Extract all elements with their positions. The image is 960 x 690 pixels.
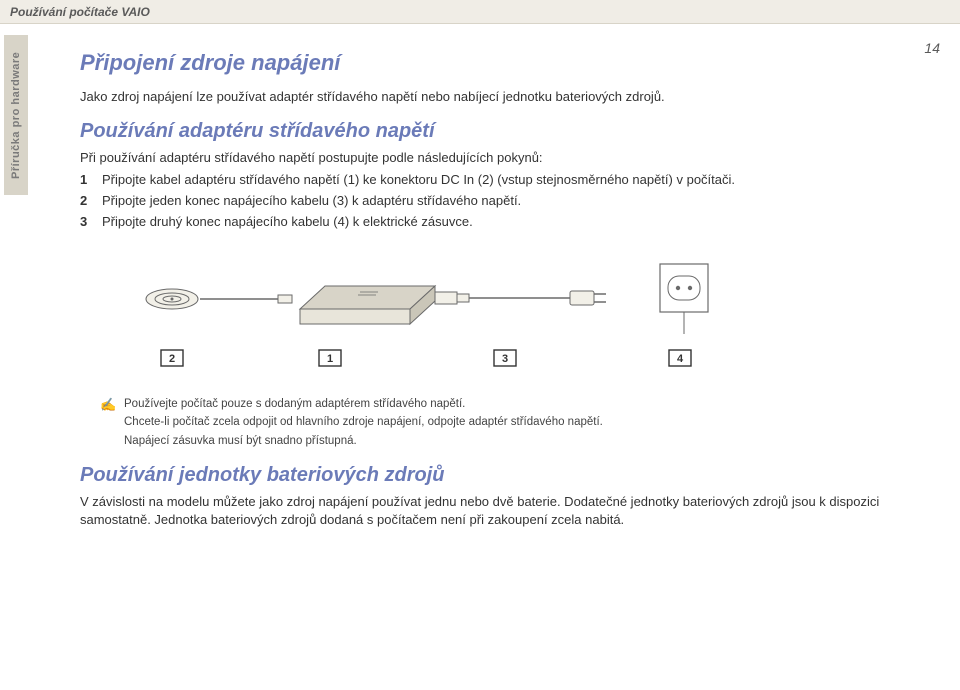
step-item: Připojte jeden konec napájecího kabelu (… — [80, 192, 920, 211]
note-text: Používejte počítač pouze s dodaným adapt… — [124, 398, 465, 410]
step-item: Připojte druhý konec napájecího kabelu (… — [80, 213, 920, 232]
main-content: Připojení zdroje napájení Jako zdroj nap… — [80, 50, 920, 533]
subsection2-body: V závislosti na modelu můžete jako zdroj… — [80, 493, 920, 529]
wall-socket-icon — [660, 264, 708, 334]
sidebar-tab: Příručka pro hardware — [4, 35, 28, 195]
plug-icon — [570, 291, 606, 305]
subsection1-lead: Při používání adaptéru střídavého napětí… — [80, 149, 920, 167]
steps-list: Připojte kabel adaptéru střídavého napět… — [80, 171, 920, 232]
notes-block: ✍ Používejte počítač pouze s dodaným ada… — [100, 395, 920, 450]
note-text: Chcete-li počítač zcela odpojit od hlavn… — [124, 416, 603, 428]
diagram-label-text: 4 — [677, 353, 684, 365]
note-line: Napájecí zásuvka musí být snadno přístup… — [100, 432, 920, 450]
diagram-label-text: 3 — [502, 353, 508, 365]
section-intro: Jako zdroj napájení lze používat adaptér… — [80, 88, 920, 106]
header-title: Používání počítače VAIO — [10, 5, 150, 19]
connection-diagram: 2 1 3 4 — [100, 254, 800, 384]
section-title: Připojení zdroje napájení — [80, 50, 920, 76]
note-text: Napájecí zásuvka musí být snadno přístup… — [124, 435, 357, 447]
page-number: 14 — [924, 40, 940, 56]
ac-adapter-icon — [300, 286, 435, 324]
note-line: Chcete-li počítač zcela odpojit od hlavn… — [100, 413, 920, 431]
diagram-label-text: 2 — [169, 353, 175, 365]
step-item: Připojte kabel adaptéru střídavého napět… — [80, 171, 920, 190]
note-line: ✍ Používejte počítač pouze s dodaným ada… — [100, 395, 920, 413]
diagram-label-text: 1 — [327, 353, 333, 365]
subsection2-title: Používání jednotky bateriových zdrojů — [80, 464, 920, 487]
sidebar-label: Příručka pro hardware — [10, 51, 22, 178]
page-header: Používání počítače VAIO — [0, 0, 960, 24]
dc-in-icon — [146, 289, 198, 309]
subsection1-title: Používání adaptéru střídavého napětí — [80, 120, 920, 143]
